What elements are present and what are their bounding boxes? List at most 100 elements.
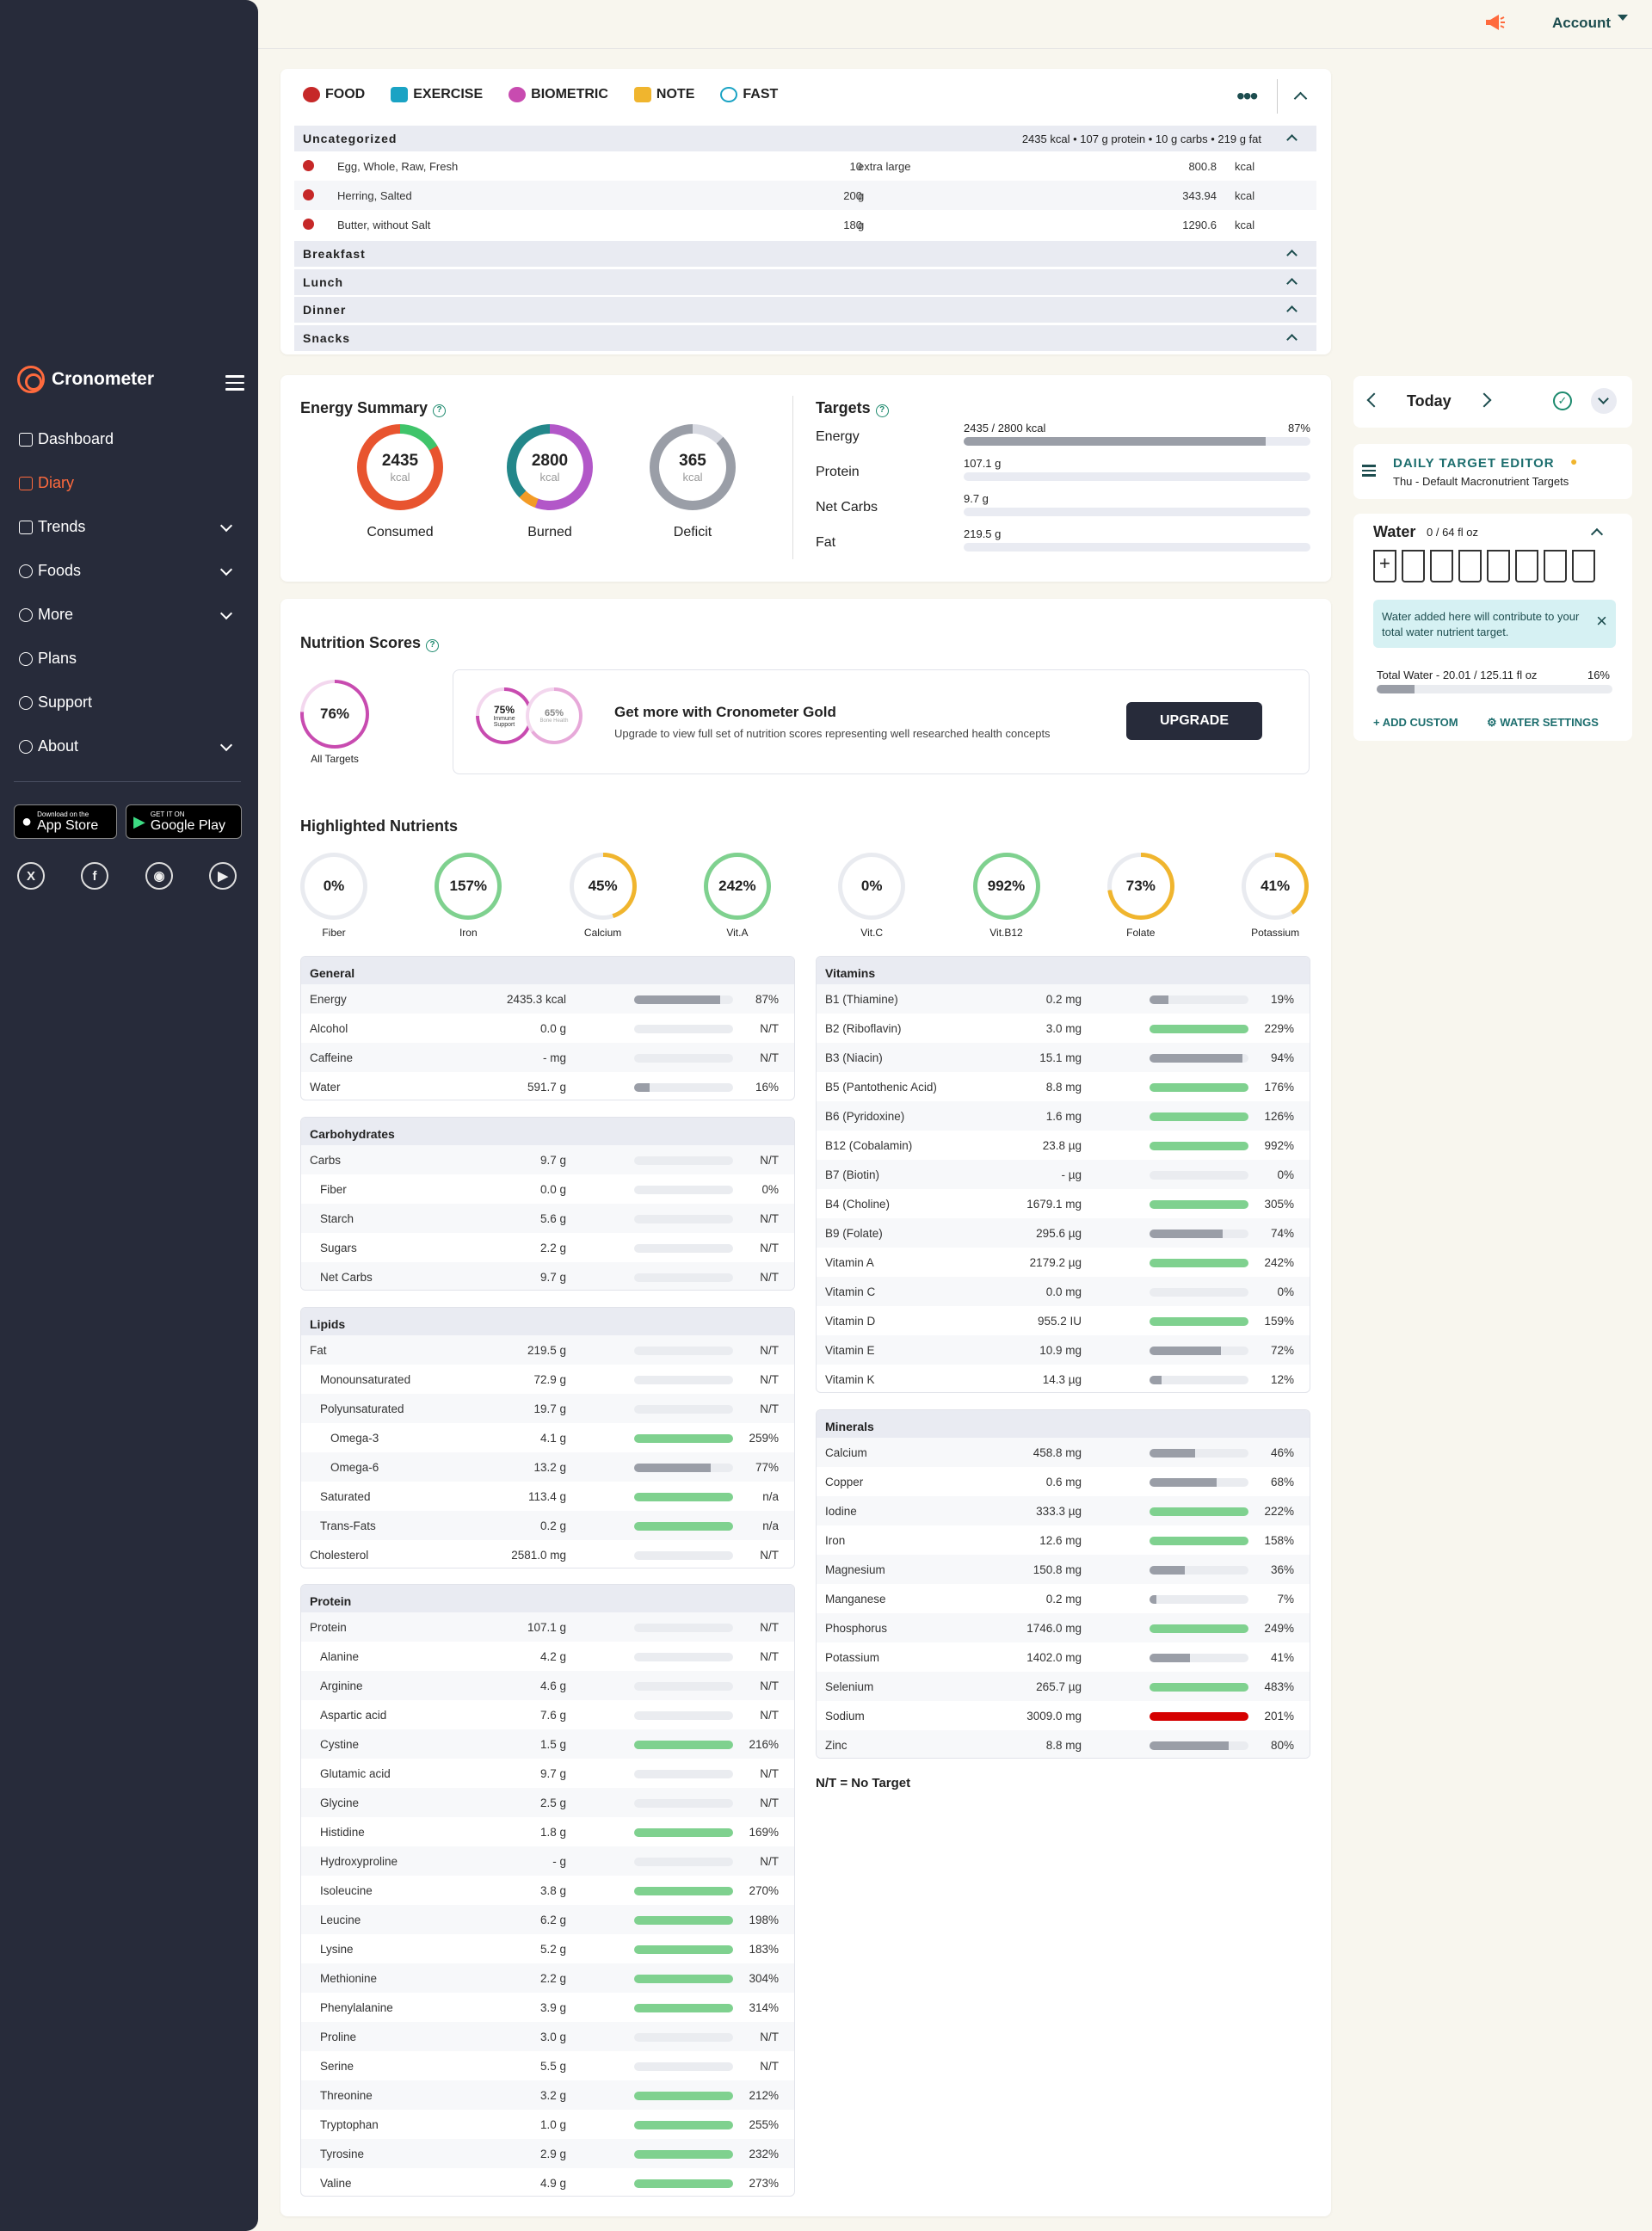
table-row[interactable]: Histidine 1.8 g 169% [301, 1817, 794, 1846]
tab-note[interactable]: NOTE [633, 87, 694, 102]
water-settings-button[interactable]: ⚙ WATER SETTINGS [1487, 716, 1599, 729]
date-label[interactable]: Today [1407, 392, 1452, 410]
table-row[interactable]: Methionine 2.2 g 304% [301, 1963, 794, 1993]
table-row[interactable]: Arginine 4.6 g N/T [301, 1671, 794, 1700]
highlight-vitb12[interactable]: 992% Vit.B12 [972, 853, 1040, 939]
sidebar-item-foods[interactable]: Foods [19, 549, 241, 593]
chevron-left-icon[interactable] [1366, 392, 1382, 408]
table-row[interactable]: Threonine 3.2 g 212% [301, 2080, 794, 2110]
table-row[interactable]: Lysine 5.2 g 183% [301, 1934, 794, 1963]
dropdown-button[interactable] [1591, 388, 1617, 414]
menu-icon[interactable] [225, 375, 244, 395]
table-row[interactable]: Carbs 9.7 g N/T [301, 1145, 794, 1174]
group-dinner[interactable]: Dinner [294, 297, 1316, 323]
sidebar-item-diary[interactable]: Diary [19, 461, 241, 505]
table-row[interactable]: B3 (Niacin) 15.1 mg 94% [817, 1043, 1310, 1072]
table-row[interactable]: B4 (Choline) 1679.1 mg 305% [817, 1189, 1310, 1218]
water-cup[interactable] [1487, 550, 1510, 582]
brand-logo[interactable]: Cronometer [17, 366, 154, 393]
daily-target-editor[interactable]: DAILY TARGET EDITOR ● Thu - Default Macr… [1353, 444, 1632, 499]
help-icon[interactable]: ? [426, 639, 440, 652]
table-row[interactable]: Fiber 0.0 g 0% [301, 1174, 794, 1204]
add-water-cup[interactable]: + [1373, 550, 1396, 582]
account-menu[interactable]: Account [1552, 15, 1628, 32]
table-row[interactable]: Potassium 1402.0 mg 41% [817, 1642, 1310, 1672]
table-row[interactable]: Iron 12.6 mg 158% [817, 1525, 1310, 1555]
table-row[interactable]: Protein 107.1 g N/T [301, 1612, 794, 1642]
check-circle-icon[interactable]: ✓ [1553, 391, 1572, 410]
sidebar-item-more[interactable]: More [19, 593, 241, 637]
water-cup[interactable] [1402, 550, 1425, 582]
table-row[interactable]: B5 (Pantothenic Acid) 8.8 mg 176% [817, 1072, 1310, 1101]
table-row[interactable]: Sugars 2.2 g N/T [301, 1233, 794, 1262]
table-row[interactable]: Glycine 2.5 g N/T [301, 1788, 794, 1817]
table-row[interactable]: Tyrosine 2.9 g 232% [301, 2139, 794, 2168]
table-row[interactable]: Manganese 0.2 mg 7% [817, 1584, 1310, 1613]
table-row[interactable]: Cystine 1.5 g 216% [301, 1729, 794, 1759]
group-lunch[interactable]: Lunch [294, 268, 1316, 295]
water-cup[interactable] [1430, 550, 1453, 582]
sidebar-item-about[interactable]: About [19, 724, 241, 768]
water-cup[interactable] [1515, 550, 1538, 582]
table-row[interactable]: Net Carbs 9.7 g N/T [301, 1262, 794, 1290]
help-icon[interactable]: ? [875, 404, 889, 417]
table-row[interactable]: Vitamin K 14.3 µg 12% [817, 1365, 1310, 1392]
table-row[interactable]: B1 (Thiamine) 0.2 mg 19% [817, 984, 1310, 1014]
sidebar-item-support[interactable]: Support [19, 681, 241, 724]
tab-biometric[interactable]: BIOMETRIC [509, 87, 608, 102]
tab-exercise[interactable]: EXERCISE [391, 87, 483, 102]
highlight-potassium[interactable]: 41% Potassium [1242, 853, 1310, 939]
table-row[interactable]: Trans-Fats 0.2 g n/a [301, 1511, 794, 1540]
table-row[interactable]: Alcohol 0.0 g N/T [301, 1014, 794, 1043]
table-row[interactable]: Vitamin C 0.0 mg 0% [817, 1277, 1310, 1306]
table-row[interactable]: Fat 219.5 g N/T [301, 1335, 794, 1365]
table-row[interactable]: Leucine 6.2 g 198% [301, 1905, 794, 1934]
water-cup[interactable] [1572, 550, 1595, 582]
table-row[interactable]: Tryptophan 1.0 g 255% [301, 2110, 794, 2139]
table-row[interactable]: Alanine 4.2 g N/T [301, 1642, 794, 1671]
megaphone-icon[interactable] [1483, 13, 1506, 32]
google-play-button[interactable]: ▶ GET IT ON Google Play [126, 804, 242, 839]
collapse-button[interactable] [1277, 79, 1316, 114]
sidebar-item-dashboard[interactable]: Dashboard [19, 417, 241, 461]
table-row[interactable]: Starch 5.6 g N/T [301, 1204, 794, 1233]
table-row[interactable]: Vitamin E 10.9 mg 72% [817, 1335, 1310, 1365]
highlight-folate[interactable]: 73% Folate [1106, 853, 1174, 939]
tab-fast[interactable]: FAST [720, 87, 778, 102]
table-row[interactable]: Copper 0.6 mg 68% [817, 1467, 1310, 1496]
table-row[interactable]: Serine 5.5 g N/T [301, 2051, 794, 2080]
table-row[interactable]: Selenium 265.7 µg 483% [817, 1672, 1310, 1701]
table-row[interactable]: Cholesterol 2581.0 mg N/T [301, 1540, 794, 1568]
close-icon[interactable]: × [1596, 610, 1607, 632]
table-row[interactable]: Water 591.7 g 16% [301, 1072, 794, 1100]
table-row[interactable]: Magnesium 150.8 mg 36% [817, 1555, 1310, 1584]
water-cup[interactable] [1544, 550, 1567, 582]
upgrade-button[interactable]: UPGRADE [1126, 702, 1262, 740]
help-icon[interactable]: ? [433, 404, 447, 417]
table-row[interactable]: Saturated 113.4 g n/a [301, 1482, 794, 1511]
table-row[interactable]: B2 (Riboflavin) 3.0 mg 229% [817, 1014, 1310, 1043]
table-row[interactable]: Hydroxyproline - g N/T [301, 1846, 794, 1876]
table-row[interactable]: Caffeine - mg N/T [301, 1043, 794, 1072]
table-row[interactable]: Vitamin A 2179.2 µg 242% [817, 1248, 1310, 1277]
x-twitter-icon[interactable]: X [17, 862, 45, 890]
sidebar-item-trends[interactable]: Trends [19, 505, 241, 549]
table-row[interactable]: B7 (Biotin) - µg 0% [817, 1160, 1310, 1189]
chevron-up-icon[interactable] [1590, 527, 1604, 541]
more-options-icon[interactable]: ••• [1236, 83, 1258, 109]
tab-food[interactable]: FOOD [303, 87, 365, 102]
table-row[interactable]: Proline 3.0 g N/T [301, 2022, 794, 2051]
app-store-button[interactable]: ● Download on the App Store [14, 804, 117, 839]
table-row[interactable]: Sodium 3009.0 mg 201% [817, 1701, 1310, 1730]
table-row[interactable]: Omega-3 4.1 g 259% [301, 1423, 794, 1452]
food-row[interactable]: Herring, Salted 200 g 343.94 kcal [294, 181, 1316, 210]
group-breakfast[interactable]: Breakfast [294, 241, 1316, 267]
highlight-calcium[interactable]: 45% Calcium [569, 853, 637, 939]
table-row[interactable]: Monounsaturated 72.9 g N/T [301, 1365, 794, 1394]
table-row[interactable]: Phenylalanine 3.9 g 314% [301, 1993, 794, 2022]
highlight-iron[interactable]: 157% Iron [435, 853, 502, 939]
table-row[interactable]: Vitamin D 955.2 IU 159% [817, 1306, 1310, 1335]
table-row[interactable]: Omega-6 13.2 g 77% [301, 1452, 794, 1482]
sidebar-item-plans[interactable]: Plans [19, 637, 241, 681]
facebook-icon[interactable]: f [81, 862, 108, 890]
